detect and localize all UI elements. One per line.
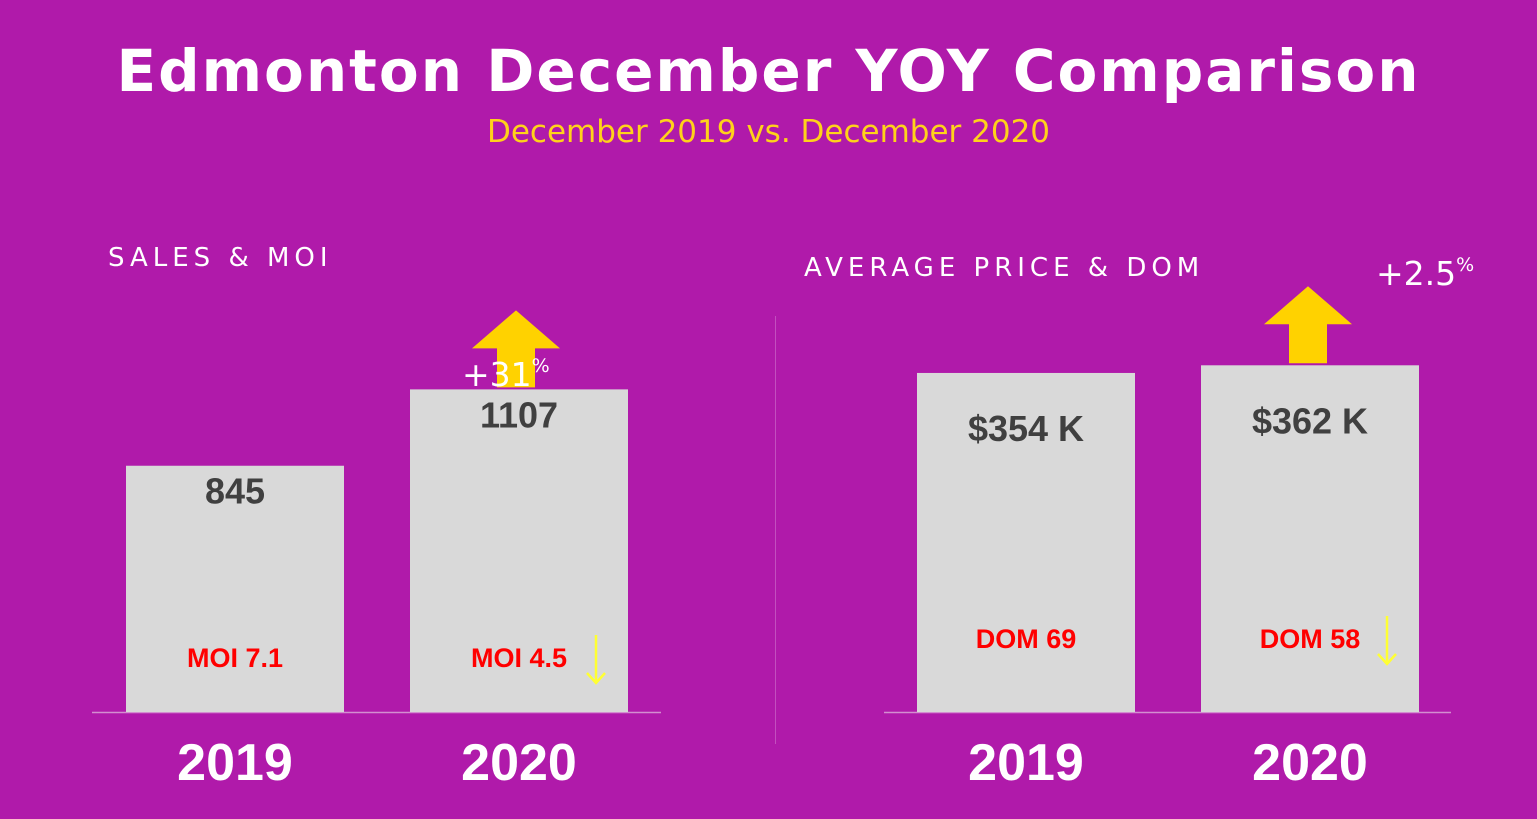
bar-2019 <box>126 465 344 712</box>
bar-secondary-label: DOM 69 <box>976 624 1077 654</box>
year-label-2020: 2020 <box>1252 734 1368 792</box>
panel-divider <box>775 316 776 744</box>
bar-value-label: $354 K <box>968 408 1084 449</box>
year-label-2019: 2019 <box>968 734 1084 792</box>
price-dom-panel-title: AVERAGE PRICE & DOM <box>804 253 1205 283</box>
up-arrow-icon <box>1264 286 1352 364</box>
sales-moi-panel-title: SALES & MOI <box>108 243 333 273</box>
change-percent-label: +2.5% <box>1376 254 1474 293</box>
page-title: Edmonton December YOY Comparison <box>116 37 1421 105</box>
down-arrow-icon <box>586 635 606 685</box>
change-percent-label: +31% <box>462 355 550 394</box>
bar-value-label: 845 <box>205 471 265 512</box>
bar-2019 <box>917 372 1135 712</box>
bar-2020 <box>1201 365 1419 712</box>
bar-secondary-label: MOI 4.5 <box>471 643 567 673</box>
bar-value-label: $362 K <box>1252 400 1368 441</box>
bar-2020 <box>410 389 628 712</box>
up-arrow-icon <box>472 310 560 388</box>
bar-value-label: 1107 <box>480 394 558 435</box>
down-arrow-icon <box>1377 616 1397 666</box>
bar-secondary-label: MOI 7.1 <box>187 643 283 673</box>
year-label-2020: 2020 <box>461 734 577 792</box>
page-subtitle: December 2019 vs. December 2020 <box>486 114 1051 150</box>
bar-secondary-label: DOM 58 <box>1260 624 1361 654</box>
year-label-2019: 2019 <box>177 734 293 792</box>
